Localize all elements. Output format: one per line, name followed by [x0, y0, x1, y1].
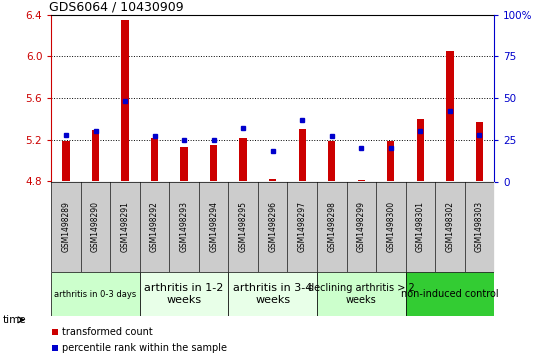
Bar	[240, 138, 247, 182]
FancyBboxPatch shape	[140, 272, 228, 316]
Bar	[269, 179, 276, 182]
Text: arthritis in 0-3 days: arthritis in 0-3 days	[55, 290, 137, 298]
Bar	[446, 51, 454, 182]
Text: transformed count: transformed count	[62, 327, 153, 337]
Text: GSM1498302: GSM1498302	[446, 201, 454, 252]
FancyBboxPatch shape	[317, 272, 406, 316]
Text: GSM1498300: GSM1498300	[386, 201, 395, 252]
Text: declining arthritis > 2
weeks: declining arthritis > 2 weeks	[308, 283, 415, 305]
Text: percentile rank within the sample: percentile rank within the sample	[62, 343, 227, 353]
Text: GSM1498301: GSM1498301	[416, 201, 425, 252]
FancyBboxPatch shape	[81, 182, 110, 272]
FancyBboxPatch shape	[317, 182, 347, 272]
Bar	[92, 130, 99, 182]
Text: GDS6064 / 10430909: GDS6064 / 10430909	[49, 0, 184, 13]
Bar	[476, 122, 483, 182]
FancyBboxPatch shape	[199, 182, 228, 272]
Bar	[210, 145, 217, 182]
Bar	[417, 119, 424, 182]
FancyBboxPatch shape	[170, 182, 199, 272]
FancyBboxPatch shape	[51, 272, 140, 316]
Text: arthritis in 1-2
weeks: arthritis in 1-2 weeks	[145, 283, 224, 305]
FancyBboxPatch shape	[228, 272, 317, 316]
FancyBboxPatch shape	[464, 182, 494, 272]
Bar	[299, 129, 306, 182]
Text: GSM1498299: GSM1498299	[357, 201, 366, 252]
Text: GSM1498294: GSM1498294	[209, 201, 218, 252]
FancyBboxPatch shape	[110, 182, 140, 272]
Text: GSM1498297: GSM1498297	[298, 201, 307, 252]
Bar	[122, 20, 129, 182]
FancyBboxPatch shape	[406, 182, 435, 272]
Text: GSM1498292: GSM1498292	[150, 201, 159, 252]
Text: arthritis in 3-4
weeks: arthritis in 3-4 weeks	[233, 283, 312, 305]
Text: GSM1498289: GSM1498289	[62, 201, 71, 252]
Text: GSM1498290: GSM1498290	[91, 201, 100, 252]
Bar	[328, 141, 335, 182]
FancyBboxPatch shape	[347, 182, 376, 272]
FancyBboxPatch shape	[406, 272, 494, 316]
Text: GSM1498291: GSM1498291	[120, 201, 130, 252]
FancyBboxPatch shape	[435, 182, 464, 272]
Text: GSM1498295: GSM1498295	[239, 201, 248, 252]
Text: GSM1498298: GSM1498298	[327, 201, 336, 252]
Text: non-induced control: non-induced control	[401, 289, 498, 299]
Text: GSM1498303: GSM1498303	[475, 201, 484, 252]
FancyBboxPatch shape	[376, 182, 406, 272]
Bar	[52, 329, 58, 335]
Bar	[151, 138, 158, 182]
FancyBboxPatch shape	[140, 182, 170, 272]
FancyBboxPatch shape	[287, 182, 317, 272]
Text: time: time	[3, 315, 26, 325]
Bar	[387, 141, 394, 182]
Bar	[63, 141, 70, 182]
Text: GSM1498293: GSM1498293	[180, 201, 188, 252]
Bar	[52, 345, 58, 351]
Bar	[357, 180, 365, 182]
FancyBboxPatch shape	[51, 182, 81, 272]
FancyBboxPatch shape	[228, 182, 258, 272]
Bar	[180, 147, 188, 182]
Text: GSM1498296: GSM1498296	[268, 201, 277, 252]
FancyBboxPatch shape	[258, 182, 287, 272]
